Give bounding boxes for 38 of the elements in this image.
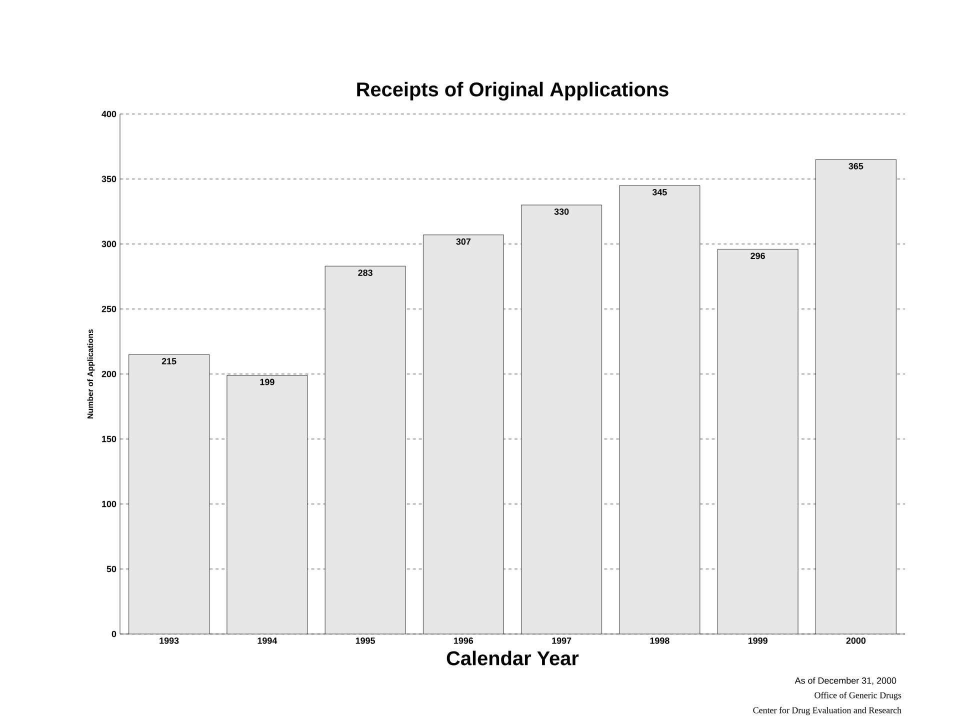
chart-title: Receipts of Original Applications xyxy=(357,82,668,100)
y-tick-label: 350 xyxy=(102,176,116,182)
x-tick-label: 1994 xyxy=(258,638,278,644)
x-axis-title: Calendar Year xyxy=(446,650,579,666)
data-label: 283 xyxy=(358,270,372,276)
x-tick-label: 1999 xyxy=(748,638,768,644)
x-tick-label: 1998 xyxy=(650,638,670,644)
text: Office of Generic Drugs xyxy=(814,692,902,700)
x-tick-label: 1997 xyxy=(552,638,572,644)
text: Center for Drug Evaluation and Research xyxy=(753,706,902,716)
y-tick-label: 300 xyxy=(102,240,116,248)
data-label: 296 xyxy=(750,252,765,260)
y-tick-label: 200 xyxy=(102,370,116,378)
y-tick-label: 50 xyxy=(106,566,116,572)
data-label: 345 xyxy=(652,189,667,196)
data-label: 199 xyxy=(260,378,274,386)
text: As of December 31, 2000 xyxy=(794,677,896,685)
y-tick-label: 100 xyxy=(102,500,116,508)
data-label: 365 xyxy=(848,163,864,170)
data-label: 330 xyxy=(554,208,569,215)
bar xyxy=(226,375,308,634)
y-tick-label: 250 xyxy=(102,306,116,312)
bar xyxy=(325,266,406,634)
data-label: 215 xyxy=(162,358,176,364)
bar xyxy=(521,204,602,634)
bar xyxy=(619,185,700,634)
x-tick-label: 1995 xyxy=(356,638,376,644)
x-tick-label: 1993 xyxy=(160,638,179,644)
bar xyxy=(128,354,210,634)
x-tick-label: 2000 xyxy=(846,638,866,644)
y-tick-label: 400 xyxy=(102,110,116,118)
bar xyxy=(816,159,896,634)
x-tick-label: 1996 xyxy=(454,638,474,644)
bar xyxy=(718,249,798,634)
bar xyxy=(423,234,504,634)
y-tick-label: 150 xyxy=(102,436,116,442)
y-tick-label: 0 xyxy=(112,630,116,638)
data-label: 307 xyxy=(456,238,471,245)
